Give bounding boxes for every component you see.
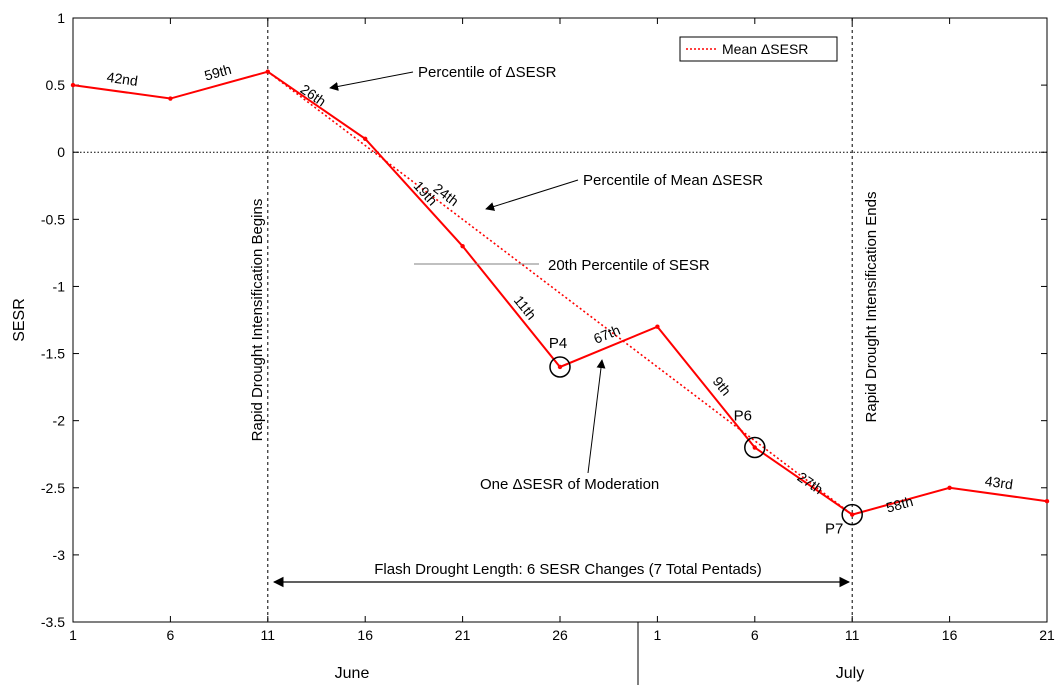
x-tick-label: 21	[1039, 627, 1055, 643]
circled-point-label: P4	[549, 335, 567, 352]
x-tick-label: 21	[455, 627, 471, 643]
sesr-point	[557, 364, 563, 370]
annotation-arrow-moderation	[587, 359, 606, 474]
annotation-percentile-delta: Percentile of ΔSESR	[418, 64, 557, 81]
sesr-point	[363, 136, 368, 141]
x-tick-label: 1	[654, 627, 662, 643]
segment-percentile-label: 26th	[298, 81, 330, 110]
y-axis: 1 0.5 0 -0.5 -1 -1.5 -2 -2.5 -3 -3.5	[41, 10, 1047, 630]
annotation-twentieth: 20th Percentile of SESR	[548, 257, 710, 274]
y-tick-label: 0.5	[46, 77, 66, 93]
annotation-arrow-percentile-delta	[329, 71, 414, 91]
segment-percentile-label: 43rd	[984, 473, 1014, 493]
circled-point-label: P7	[825, 521, 843, 538]
segment-percentile-label: 42nd	[106, 69, 139, 89]
month-label-june: June	[335, 665, 370, 682]
circled-point-p4	[549, 356, 571, 378]
legend-label: Mean ΔSESR	[722, 41, 808, 57]
y-tick-label: -3	[53, 547, 66, 563]
segment-percentile-label: 11th	[511, 292, 540, 322]
sesr-point	[655, 324, 660, 329]
sesr-point	[70, 82, 76, 88]
segment-percentile-label: 59th	[203, 61, 234, 84]
y-tick-label: -0.5	[41, 211, 65, 227]
annotation-percentile-mean: Percentile of Mean ΔSESR	[583, 172, 763, 189]
sesr-point	[947, 485, 952, 490]
y-tick-label: 1	[57, 10, 65, 26]
y-tick-label: -1	[53, 278, 66, 294]
circled-point-p7	[841, 503, 863, 526]
sesr-point	[1044, 499, 1050, 504]
sesr-series-line	[72, 70, 1048, 516]
y-tick-label: -2	[53, 413, 66, 429]
circled-point-p6	[744, 436, 766, 459]
end-label: Rapid Drought Intensification Ends	[863, 192, 880, 423]
y-tick-label: -2.5	[41, 480, 65, 496]
begin-label: Rapid Drought Intensification Begins	[249, 199, 266, 442]
mean-delta-sesr-line	[267, 71, 853, 516]
x-tick-label: 16	[357, 627, 373, 643]
month-label-july: July	[836, 665, 864, 682]
sesr-point	[168, 96, 173, 101]
x-tick-label: 26	[552, 627, 568, 643]
x-axis: 1 6 11 16 21 26 1 6 11 16 21	[69, 18, 1055, 643]
circled-points: P4 P6 P7	[549, 335, 863, 538]
sesr-point	[460, 243, 465, 249]
sesr-points	[70, 69, 1050, 517]
y-axis-title: SESR	[11, 298, 28, 342]
mean-percentile-label: 24th	[430, 180, 461, 209]
plot-frame	[72, 17, 1048, 623]
sesr-point	[850, 512, 855, 517]
x-tick-label: 11	[261, 627, 276, 643]
legend: Mean ΔSESR	[679, 36, 838, 62]
x-tick-label: 11	[845, 627, 860, 643]
y-tick-label: -3.5	[41, 614, 65, 630]
y-tick-label: -1.5	[41, 346, 65, 362]
sesr-point	[265, 69, 270, 74]
circled-point-label: P6	[734, 408, 752, 425]
x-tick-label: 6	[751, 627, 759, 643]
x-tick-label: 6	[167, 627, 175, 643]
x-tick-label: 1	[69, 627, 77, 643]
segment-percentile-label: 58th	[884, 493, 915, 516]
y-tick-label: 0	[57, 144, 65, 160]
x-tick-label: 16	[942, 627, 958, 643]
annotation-arrow-percentile-mean	[485, 179, 579, 211]
annotation-moderation: One ΔSESR of Moderation	[480, 476, 659, 493]
annotation-length: Flash Drought Length: 6 SESR Changes (7 …	[374, 561, 761, 578]
sesr-point	[752, 445, 757, 450]
